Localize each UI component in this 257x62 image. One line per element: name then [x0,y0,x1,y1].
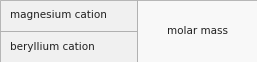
Text: beryllium cation: beryllium cation [10,41,95,52]
FancyBboxPatch shape [0,0,137,31]
FancyBboxPatch shape [137,0,257,62]
FancyBboxPatch shape [0,31,137,62]
Text: magnesium cation: magnesium cation [10,10,107,21]
Text: molar mass: molar mass [167,26,228,36]
